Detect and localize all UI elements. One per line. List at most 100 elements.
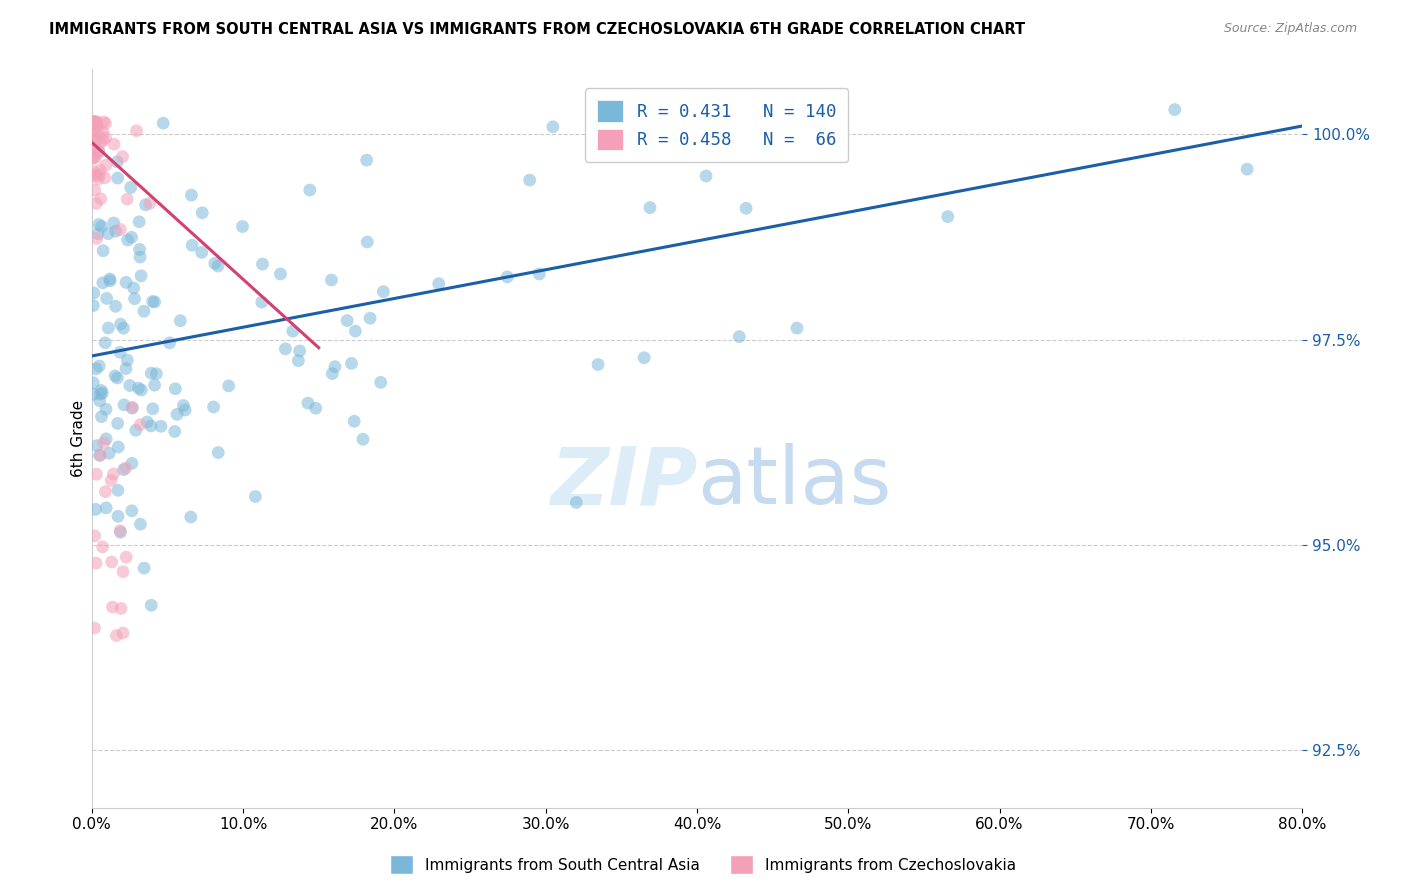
Point <box>110 525 132 540</box>
Point <box>84 362 107 376</box>
Point <box>352 432 374 446</box>
Point <box>94 484 117 499</box>
Point <box>98 446 121 460</box>
Point <box>115 550 138 565</box>
Point <box>117 233 139 247</box>
Point <box>136 415 159 429</box>
Point <box>529 267 551 281</box>
Legend: Immigrants from South Central Asia, Immigrants from Czechoslovakia: Immigrants from South Central Asia, Immi… <box>384 849 1022 880</box>
Point <box>245 490 267 504</box>
Point <box>321 273 343 287</box>
Point <box>427 277 450 291</box>
Point <box>297 396 319 410</box>
Text: atlas: atlas <box>697 443 891 522</box>
Point <box>97 321 120 335</box>
Point <box>98 274 121 288</box>
Point <box>114 461 136 475</box>
Point <box>323 359 346 374</box>
Point <box>129 250 152 264</box>
Point <box>84 115 107 129</box>
Point <box>112 398 135 412</box>
Point <box>120 180 142 194</box>
Point <box>96 292 118 306</box>
Point <box>94 402 117 417</box>
Point <box>139 419 162 434</box>
Point <box>94 158 117 172</box>
Point <box>623 144 645 158</box>
Point <box>370 376 392 390</box>
Point <box>96 500 118 515</box>
Point <box>132 561 155 575</box>
Point <box>728 329 751 343</box>
Point <box>190 245 212 260</box>
Point <box>181 238 204 252</box>
Point <box>149 419 172 434</box>
Point <box>103 216 125 230</box>
Point <box>112 321 135 335</box>
Point <box>565 495 588 509</box>
Point <box>89 168 111 182</box>
Point <box>305 401 328 416</box>
Point <box>128 243 150 257</box>
Point <box>163 425 186 439</box>
Point <box>89 448 111 462</box>
Point <box>83 285 105 300</box>
Point <box>104 299 127 313</box>
Point <box>89 387 111 401</box>
Point <box>86 115 108 129</box>
Point <box>82 147 104 161</box>
Point <box>344 324 367 338</box>
Point <box>86 467 108 482</box>
Point <box>142 401 165 416</box>
Point <box>86 117 108 131</box>
Point <box>115 361 138 376</box>
Point <box>135 198 157 212</box>
Point <box>94 116 117 130</box>
Point <box>86 231 108 245</box>
Point <box>274 342 297 356</box>
Point <box>204 256 226 270</box>
Point <box>89 448 111 462</box>
Point <box>105 629 128 643</box>
Point <box>122 281 145 295</box>
Point <box>91 244 114 258</box>
Point <box>91 540 114 554</box>
Point <box>83 133 105 147</box>
Point <box>107 509 129 524</box>
Point <box>207 259 229 273</box>
Point <box>91 125 114 139</box>
Y-axis label: 6th Grade: 6th Grade <box>72 400 86 476</box>
Point <box>107 171 129 186</box>
Point <box>84 135 107 149</box>
Point <box>118 378 141 392</box>
Point <box>82 387 104 401</box>
Point <box>83 115 105 129</box>
Point <box>340 356 363 370</box>
Point <box>143 378 166 392</box>
Point <box>103 137 125 152</box>
Point <box>83 151 105 165</box>
Point <box>93 115 115 129</box>
Point <box>83 529 105 543</box>
Point <box>83 183 105 197</box>
Point <box>359 311 381 326</box>
Point <box>117 192 139 206</box>
Point <box>82 168 104 182</box>
Point <box>252 257 274 271</box>
Point <box>103 467 125 481</box>
Point <box>121 504 143 518</box>
Point <box>82 125 104 139</box>
Point <box>125 423 148 437</box>
Point <box>111 565 134 579</box>
Point <box>82 115 104 129</box>
Point <box>218 379 240 393</box>
Point <box>82 376 104 390</box>
Point <box>496 269 519 284</box>
Point <box>100 473 122 487</box>
Point <box>86 169 108 183</box>
Point <box>141 366 163 380</box>
Point <box>87 218 110 232</box>
Point <box>638 201 661 215</box>
Point <box>111 626 134 640</box>
Point <box>84 122 107 136</box>
